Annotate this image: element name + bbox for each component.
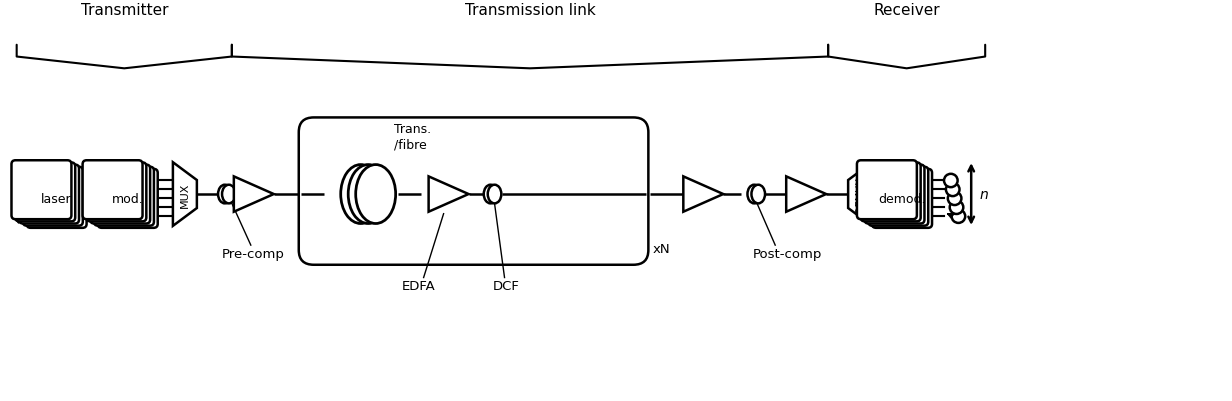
Ellipse shape (752, 185, 765, 204)
FancyBboxPatch shape (86, 163, 147, 222)
Text: Transmitter: Transmitter (80, 3, 168, 18)
Polygon shape (429, 177, 468, 212)
FancyBboxPatch shape (18, 165, 79, 224)
Text: Post-comp: Post-comp (753, 247, 822, 260)
Ellipse shape (341, 165, 381, 224)
FancyBboxPatch shape (94, 167, 154, 226)
Text: DCF: DCF (493, 280, 520, 293)
Circle shape (951, 210, 965, 223)
Ellipse shape (218, 185, 232, 204)
Ellipse shape (488, 185, 501, 204)
Circle shape (944, 174, 957, 188)
Text: laser: laser (42, 192, 71, 205)
FancyBboxPatch shape (872, 170, 933, 228)
Text: demod.: demod. (878, 192, 925, 205)
FancyBboxPatch shape (27, 170, 86, 228)
FancyBboxPatch shape (15, 163, 75, 222)
FancyBboxPatch shape (97, 170, 158, 228)
FancyBboxPatch shape (869, 167, 928, 226)
Ellipse shape (748, 185, 761, 204)
Text: Transmission link: Transmission link (464, 3, 595, 18)
Text: Trans.
/fibre: Trans. /fibre (394, 123, 431, 151)
Polygon shape (234, 177, 274, 212)
Ellipse shape (356, 165, 395, 224)
Polygon shape (684, 177, 723, 212)
FancyBboxPatch shape (23, 167, 83, 226)
FancyBboxPatch shape (861, 163, 920, 222)
Text: n: n (979, 188, 988, 202)
Ellipse shape (222, 185, 235, 204)
FancyBboxPatch shape (11, 161, 71, 220)
Text: Receiver: Receiver (873, 3, 940, 18)
FancyBboxPatch shape (83, 161, 143, 220)
Text: MUX: MUX (180, 182, 190, 207)
Circle shape (950, 201, 963, 215)
Ellipse shape (349, 165, 388, 224)
Text: EDFA: EDFA (402, 280, 435, 293)
Polygon shape (947, 215, 954, 219)
FancyBboxPatch shape (865, 165, 924, 224)
Ellipse shape (484, 185, 498, 204)
Polygon shape (172, 163, 197, 226)
Polygon shape (848, 163, 872, 226)
Text: mod.: mod. (112, 192, 144, 205)
Text: Pre-comp: Pre-comp (222, 247, 285, 260)
Text: xN: xN (653, 242, 670, 255)
Text: DEMUX: DEMUX (855, 176, 865, 213)
Circle shape (947, 192, 961, 206)
FancyBboxPatch shape (857, 161, 917, 220)
Polygon shape (786, 177, 827, 212)
FancyBboxPatch shape (90, 165, 150, 224)
Circle shape (946, 183, 960, 196)
